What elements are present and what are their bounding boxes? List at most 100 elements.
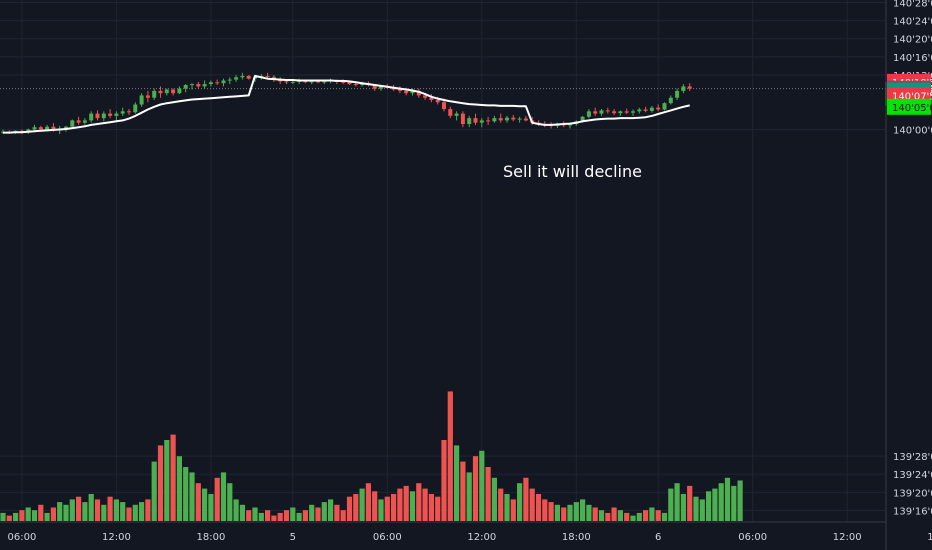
candle-body	[649, 107, 654, 111]
annotation-text[interactable]: Sell it will decline	[503, 162, 642, 181]
candle-body	[404, 90, 409, 94]
candle	[82, 118, 87, 125]
volume-bar	[535, 494, 542, 521]
candle-body	[681, 86, 686, 91]
volume-bar	[176, 456, 182, 521]
candle-body	[51, 126, 56, 130]
volume-bar	[592, 507, 598, 521]
volume-bar	[302, 510, 308, 521]
volume-bar	[346, 496, 353, 521]
candle	[631, 109, 635, 116]
volume-bar	[132, 504, 138, 521]
candle-body	[605, 110, 610, 112]
candle-body	[668, 97, 673, 104]
candle-body	[643, 109, 648, 111]
candle-body	[599, 110, 604, 114]
candle-body	[492, 118, 497, 122]
volume-bar	[529, 488, 535, 521]
volume-bar	[25, 507, 31, 521]
volume-bar	[617, 510, 623, 521]
candle-body	[139, 95, 144, 105]
volume-bar	[403, 485, 409, 521]
volume-bar	[718, 483, 724, 521]
volume-bar	[699, 499, 705, 521]
volume-bar	[435, 496, 441, 521]
candle-body	[240, 75, 245, 78]
volume-bar	[567, 504, 573, 521]
candle-body	[379, 86, 383, 89]
volume-bar	[397, 488, 403, 521]
time-tick-label: 6	[655, 532, 661, 543]
candle-body	[612, 111, 617, 114]
candle	[246, 75, 251, 80]
candle-body	[114, 113, 119, 116]
candle-body	[675, 90, 680, 98]
volume-bar	[706, 491, 712, 521]
candle	[687, 83, 692, 91]
candle-body	[32, 127, 37, 130]
volume-bar	[611, 507, 617, 521]
candle-body	[127, 111, 131, 113]
candle-body	[341, 81, 346, 83]
candle-body	[423, 95, 428, 98]
candle-body	[448, 109, 453, 116]
volume-bar	[246, 510, 252, 521]
candle	[460, 111, 465, 128]
volume-bar	[239, 504, 245, 521]
volume-bar	[214, 477, 220, 521]
candle-body	[467, 118, 472, 125]
candle	[177, 86, 182, 95]
candle	[196, 81, 201, 89]
candle	[605, 107, 610, 114]
candle	[120, 107, 125, 116]
volume-bar	[643, 510, 649, 521]
volume-bar	[57, 502, 63, 521]
candle	[208, 80, 213, 87]
volume-bar	[598, 510, 605, 521]
volume-bar	[636, 512, 642, 521]
volume-bar	[649, 507, 655, 521]
candle	[486, 116, 491, 125]
volume-bar	[391, 494, 397, 521]
candle	[637, 107, 642, 114]
volume-bar	[120, 502, 126, 521]
volume-bar	[340, 510, 346, 521]
volume-bar	[485, 467, 491, 521]
candle-body	[410, 90, 415, 94]
candle-body	[152, 90, 157, 98]
candle-body	[347, 82, 352, 85]
candle-body	[631, 111, 635, 113]
time-tick-label: 06:00	[373, 532, 402, 543]
volume-bar	[693, 496, 699, 521]
candle	[127, 109, 131, 115]
price-badge-label: 140'07'5	[892, 91, 932, 102]
volume-bar	[712, 488, 718, 521]
candle	[221, 78, 226, 87]
time-axis[interactable]: 06:00 12:00 18:00 5 06:00 12:00 18:00 6 06:00 12:…	[7, 532, 932, 543]
volume-bar	[460, 461, 466, 521]
candle	[454, 111, 459, 121]
volume-bar	[202, 488, 208, 521]
volume-bars	[0, 391, 743, 521]
candle	[190, 83, 194, 90]
volume-bar	[523, 477, 529, 521]
candle	[473, 113, 478, 125]
volume-bar	[498, 488, 504, 521]
volume-bar	[296, 512, 302, 521]
candle-body	[618, 111, 623, 114]
volume-bar	[283, 510, 290, 521]
candle-body	[586, 111, 591, 117]
volume-bar	[13, 512, 19, 521]
candle-body	[120, 111, 125, 114]
volume-bar	[252, 507, 258, 521]
candle	[511, 114, 516, 122]
candle-body	[190, 84, 194, 86]
candle-body	[196, 84, 201, 87]
candle-body	[593, 111, 598, 114]
volume-bar	[655, 510, 661, 521]
volume-bar	[277, 512, 283, 521]
candle-body	[145, 95, 150, 98]
volume-bar	[290, 507, 296, 521]
